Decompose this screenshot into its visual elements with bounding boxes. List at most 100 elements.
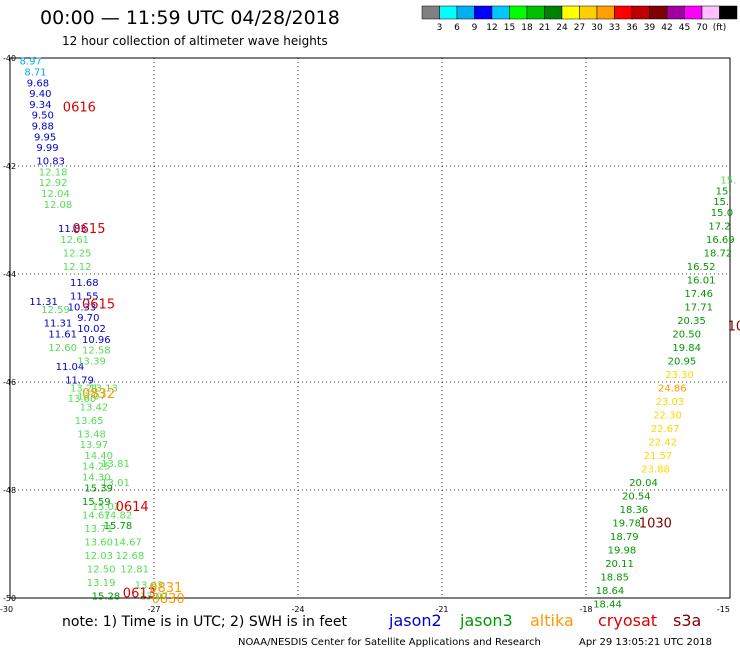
footer-note: note: 1) Time is in UTC; 2) SWH is in fe… bbox=[62, 614, 348, 630]
wave-height-point-jason3: 18.44 bbox=[593, 599, 622, 610]
wave-height-point-jason3: 18.64 bbox=[596, 586, 625, 597]
wave-height-point-jason3: 16.69 bbox=[706, 235, 735, 246]
legend-label: 3 bbox=[437, 23, 443, 33]
wave-height-point-jason3: 13.01 bbox=[101, 478, 130, 489]
pass-time-label: 0831 bbox=[149, 581, 182, 596]
wave-height-point-jason2: 11.61 bbox=[48, 329, 77, 340]
legend-label: 27 bbox=[574, 23, 585, 33]
legend-label: (ft) bbox=[713, 23, 727, 33]
legend-swatch bbox=[614, 5, 633, 20]
wave-height-point-jason3: 20.04 bbox=[629, 478, 658, 489]
legend-label: 9 bbox=[472, 23, 478, 33]
wave-height-point-altika: 23.88 bbox=[641, 464, 670, 475]
legend-altika: altika bbox=[530, 611, 574, 630]
wave-height-point-jason3: 20.35 bbox=[677, 316, 706, 327]
wave-height-point-jason3: 15. bbox=[720, 176, 736, 187]
legend-swatch bbox=[684, 5, 703, 20]
wave-height-point-altika: 24.86 bbox=[658, 383, 687, 394]
legend-swatch bbox=[649, 5, 668, 20]
wave-height-point-jason2: 11.83 bbox=[58, 224, 87, 235]
color-scale-legend: 3 6 9 12 15 18 21 24 27 30 33 36 39 42 45 70 (ft) bbox=[421, 5, 738, 33]
pass-time-label: 0615 bbox=[72, 222, 105, 237]
legend-swatch bbox=[666, 5, 685, 20]
wave-height-point-jason3: 15.28 bbox=[92, 591, 121, 602]
legend-label: 33 bbox=[609, 23, 620, 33]
legend-cryosat: cryosat bbox=[598, 611, 657, 630]
pass-time-label: 0615 bbox=[82, 298, 115, 313]
longitude-tick-label: -24 bbox=[291, 605, 304, 614]
legend-label: 12 bbox=[486, 23, 497, 33]
wave-height-point-altika: 22.30 bbox=[653, 410, 682, 421]
wave-height-point-jason2: 10.02 bbox=[77, 324, 106, 335]
wave-height-point-jason3: 12.08 bbox=[44, 200, 73, 211]
wave-height-point-altika: 22.42 bbox=[648, 437, 677, 448]
latitude-tick-label: -48 bbox=[3, 486, 16, 495]
wave-height-point-jason3: 12.04 bbox=[41, 189, 70, 200]
wave-height-point-jason2: 11.31 bbox=[29, 297, 58, 308]
legend-swatch bbox=[509, 5, 528, 20]
wave-height-point-altika: 21.57 bbox=[644, 451, 673, 462]
wave-height-point-jason3: 17.2 bbox=[708, 221, 730, 232]
wave-height-point-jason3: 14.40 bbox=[84, 451, 113, 462]
wave-height-point-jason3: 12.81 bbox=[120, 564, 149, 575]
legend-swatch bbox=[439, 5, 458, 20]
legend-swatch bbox=[421, 5, 440, 20]
wave-height-point-jason3: 12.12 bbox=[63, 262, 92, 273]
wave-height-point-jason3: 12.61 bbox=[60, 235, 89, 246]
wave-height-point-jason3: 12.50 bbox=[87, 564, 116, 575]
wave-height-point-jason3: 17.46 bbox=[684, 289, 713, 300]
wave-height-point-jason2: 9.50 bbox=[32, 111, 54, 122]
wave-height-point-jason3: 12.68 bbox=[116, 551, 145, 562]
wave-height-point-jason3: 20.50 bbox=[672, 329, 701, 340]
wave-height-point-jason3: 13.71 bbox=[84, 524, 113, 535]
wave-height-point-jason2: 9.99 bbox=[36, 143, 58, 154]
legend-swatch bbox=[701, 5, 720, 20]
wave-height-point-jason2: 11.79 bbox=[65, 375, 94, 386]
longitude-tick-label: -27 bbox=[147, 605, 160, 614]
wave-height-point-jason3: 13.00 bbox=[68, 394, 97, 405]
wave-height-point-jason3: 20.11 bbox=[605, 559, 634, 570]
wave-height-point-jason3: 18.79 bbox=[610, 532, 639, 543]
wave-height-point-jason2: 11.68 bbox=[70, 278, 99, 289]
wave-height-point-jason2: 9.70 bbox=[77, 313, 99, 324]
legend-swatch bbox=[474, 5, 493, 20]
wave-height-point-jason3: 20.54 bbox=[622, 491, 651, 502]
pass-time-label: 10 bbox=[728, 319, 740, 334]
wave-height-point-jason3: 12.03 bbox=[84, 551, 113, 562]
wave-height-point-altika: 23.30 bbox=[665, 370, 694, 381]
wave-height-point-jason3: 13.39 bbox=[77, 356, 106, 367]
wave-height-point-jason3: 13.13 bbox=[89, 383, 118, 394]
wave-height-point-jason3: 13.21 bbox=[70, 383, 99, 394]
legend-s3a: s3a bbox=[673, 611, 701, 630]
legend-label: 42 bbox=[661, 23, 672, 33]
wave-height-point-jason3: 15.59 bbox=[82, 497, 111, 508]
wave-height-point-altika: 22.67 bbox=[651, 424, 680, 435]
wave-height-point-jason3: 14.30 bbox=[82, 473, 111, 484]
wave-height-point-jason3: 12.92 bbox=[39, 178, 68, 189]
latitude-tick-label: -50 bbox=[3, 594, 16, 603]
wave-height-point-jason3: 16.01 bbox=[687, 275, 716, 286]
wave-height-point-jason3: 18.36 bbox=[620, 505, 649, 516]
longitude-tick-label: -30 bbox=[0, 605, 13, 614]
wave-height-point-jason3: 18.72 bbox=[704, 248, 733, 259]
wave-height-point-jason3: 15.78 bbox=[104, 521, 133, 532]
wave-height-point-jason3: 14.82 bbox=[104, 510, 133, 521]
wave-height-point-jason3: 18.85 bbox=[600, 572, 629, 583]
wave-height-point-jason3: 13.42 bbox=[80, 402, 109, 413]
wave-height-point-jason3: 16.52 bbox=[687, 262, 716, 273]
legend-swatch bbox=[491, 5, 510, 20]
legend-swatch bbox=[579, 5, 598, 20]
wave-height-point-jason3: 13.81 bbox=[101, 459, 130, 470]
wave-height-point-jason2: 10.96 bbox=[82, 335, 111, 346]
latitude-tick-label: -46 bbox=[3, 378, 16, 387]
wave-height-point-jason3: 15. bbox=[713, 197, 729, 208]
longitude-tick-label: -18 bbox=[579, 605, 592, 614]
page-subtitle: 12 hour collection of altimeter wave hei… bbox=[62, 34, 328, 48]
legend-jason3: jason3 bbox=[459, 611, 513, 630]
wave-height-point-jason2: 11.04 bbox=[56, 362, 85, 373]
pass-time-label: 0832 bbox=[82, 387, 115, 402]
longitude-tick-label: -15 bbox=[717, 605, 730, 614]
wave-height-point-jason3: 12.58 bbox=[82, 346, 111, 357]
wave-height-point-jason3: 17.71 bbox=[684, 302, 713, 313]
